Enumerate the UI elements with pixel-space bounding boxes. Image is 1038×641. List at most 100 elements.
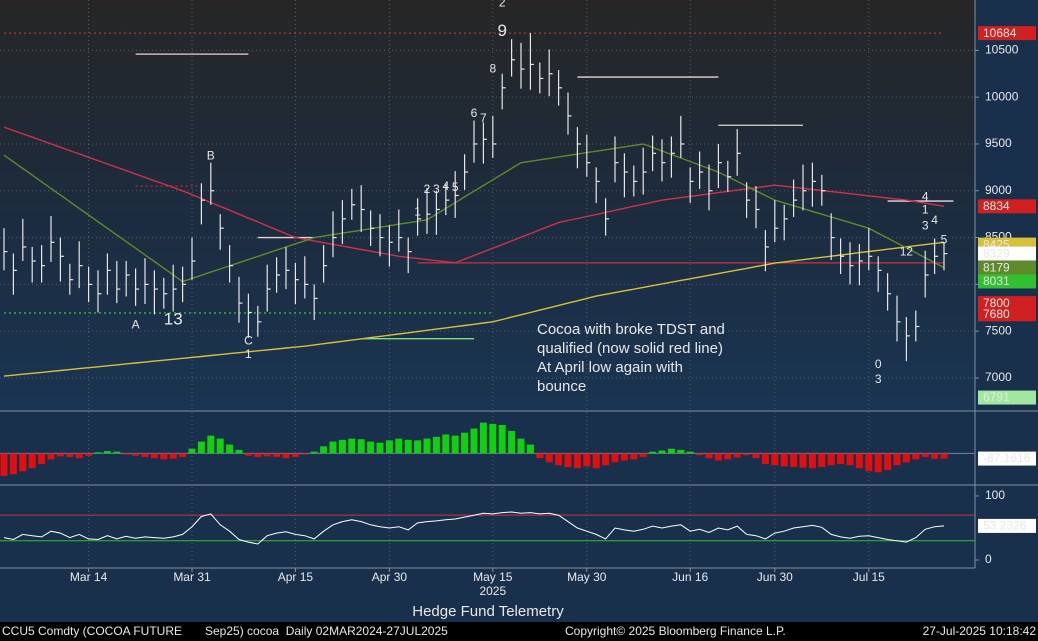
y-tick-label: 10000 <box>985 89 1019 103</box>
histogram-bar <box>94 452 102 454</box>
x-year-label: 2025 <box>479 584 506 598</box>
y-tick-label: 7000 <box>985 370 1012 384</box>
histogram-bar <box>517 438 525 454</box>
histogram-bar <box>470 428 478 454</box>
price-tag-label: 8031 <box>983 274 1010 288</box>
y-tick-label: 100 <box>985 488 1005 502</box>
td-count: 3 <box>922 219 929 233</box>
histogram-bar <box>583 453 591 467</box>
td-count: 8 <box>489 61 496 75</box>
price-tag-label: 53.2326 <box>983 519 1027 533</box>
histogram-bar <box>404 439 412 454</box>
td-count: A <box>132 318 140 332</box>
footer-ticker: CCU5 Comdty (COCOA FUTURE <box>2 624 182 638</box>
histogram-bar <box>564 453 572 468</box>
price-tag <box>978 26 1036 41</box>
x-tick-label: May 30 <box>567 570 607 584</box>
histogram-bar <box>385 440 393 454</box>
histogram-bar <box>132 453 140 456</box>
histogram-bar <box>827 453 835 466</box>
histogram-bar <box>451 435 459 454</box>
histogram-bar <box>865 453 873 472</box>
histogram-bar <box>837 453 845 465</box>
rsi-line <box>3 511 945 545</box>
histogram-bar <box>197 441 205 454</box>
histogram-bar <box>244 453 252 456</box>
histogram-bar <box>808 453 816 469</box>
histogram-bar <box>743 453 751 456</box>
histogram-bar <box>423 438 431 454</box>
histogram-bar <box>56 453 64 457</box>
moving-average <box>3 241 945 377</box>
y-tick-label: 0 <box>985 552 992 566</box>
histogram-bar <box>0 453 8 476</box>
price-tag <box>978 246 1036 261</box>
y-tick-label: 9500 <box>985 136 1012 150</box>
histogram-bar <box>19 453 27 472</box>
histogram-panel <box>0 412 975 483</box>
y-tick-label: 9000 <box>985 183 1012 197</box>
price-tag <box>978 307 1036 322</box>
histogram-bar <box>479 422 487 454</box>
td-count: 4 <box>442 179 449 193</box>
price-tag-label: 7800 <box>983 296 1010 310</box>
histogram-bar <box>752 453 760 459</box>
histogram-bar <box>555 453 563 466</box>
footer-timestamp: 27-Jul-2025 10:18:42 <box>923 624 1037 638</box>
price-tag-label: 8329 <box>983 246 1010 260</box>
histogram-bar <box>677 449 685 454</box>
price-tag-label: 7680 <box>983 307 1010 321</box>
histogram-bar <box>536 453 544 459</box>
price-tag <box>978 390 1036 405</box>
histogram-bar <box>414 440 422 454</box>
price-tag-label: 8179 <box>983 260 1010 274</box>
x-tick-label: Jun 16 <box>672 570 708 584</box>
histogram-bar <box>526 444 534 454</box>
histogram-bar <box>902 453 910 463</box>
histogram-bar <box>874 453 882 473</box>
histogram-bar <box>395 438 403 454</box>
moving-average <box>3 143 945 283</box>
x-tick-label: Apr 30 <box>372 570 408 584</box>
histogram-bar <box>620 453 628 461</box>
histogram-bar <box>273 453 281 457</box>
histogram-bar <box>216 438 224 454</box>
y-tick-label: 7500 <box>985 323 1012 337</box>
td-count: 2 <box>499 0 506 10</box>
histogram-bar <box>338 439 346 454</box>
annotation: bounce <box>537 378 586 395</box>
histogram-bar <box>771 453 779 466</box>
y-tick-label: 10500 <box>985 43 1019 57</box>
histogram-bar <box>696 453 704 456</box>
td-count: 0 <box>875 357 882 371</box>
moving-average <box>3 126 945 264</box>
histogram-bar <box>667 448 675 454</box>
td-count: 5 <box>941 233 948 247</box>
histogram-bar <box>188 448 196 454</box>
price-tag-label: 8834 <box>983 199 1010 213</box>
td-count: 3 <box>875 372 882 386</box>
histogram-bar <box>686 451 694 454</box>
histogram-bar <box>47 453 55 460</box>
td-count: 9 <box>497 21 506 40</box>
histogram-bar <box>931 453 939 459</box>
histogram-bar <box>320 446 328 454</box>
histogram-bar <box>310 451 318 454</box>
price-panel <box>0 0 975 410</box>
td-count: C <box>244 334 253 348</box>
histogram-bar <box>940 453 948 459</box>
td-count: 12 <box>900 245 914 259</box>
histogram-bar <box>639 453 647 457</box>
histogram-bar <box>818 453 826 468</box>
price-tag <box>978 451 1036 466</box>
histogram-bar <box>611 453 619 463</box>
td-count: 7 <box>480 111 487 125</box>
histogram-bar <box>376 442 384 454</box>
price-tag <box>978 199 1036 214</box>
histogram-bar <box>113 451 121 454</box>
td-count: 13 <box>164 309 183 328</box>
histogram-bar <box>489 423 497 454</box>
x-tick-label: May 15 <box>473 570 513 584</box>
histogram-bar <box>461 432 469 454</box>
